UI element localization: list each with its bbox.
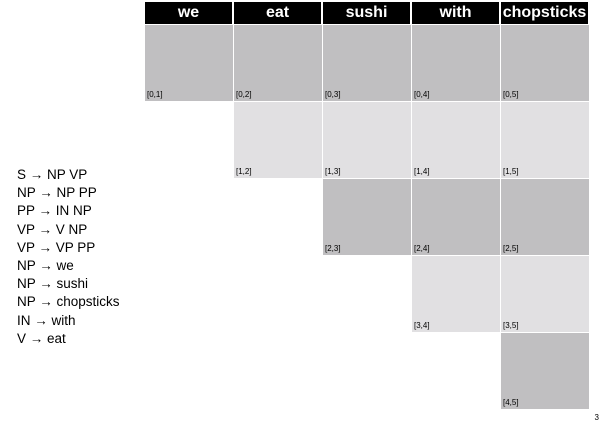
grammar-rule: VP → VP PP <box>17 239 96 255</box>
cell-span-label: [1,3] <box>325 167 341 176</box>
cell-span-label: [0,2] <box>236 90 252 99</box>
grammar-rule: NP → sushi <box>17 276 89 292</box>
grammar-rules: S → NP VP NP → NP PP PP → IN NP VP → V NP VP… <box>17 166 120 348</box>
cell-span-label: [2,5] <box>503 244 519 253</box>
word-header-we: we <box>145 2 232 24</box>
word-header-eat: eat <box>234 2 321 24</box>
grammar-rule: NP → NP PP <box>17 185 97 201</box>
chart-cell: [1,4] <box>412 102 500 178</box>
chart-cell: [1,3] <box>323 102 411 178</box>
chart-cell: [1,2] <box>234 102 322 178</box>
word-header-with: with <box>412 2 499 24</box>
chart-cell: [0,2] <box>234 25 322 101</box>
grammar-rule: VP → V NP <box>17 221 88 237</box>
cell-span-label: [0,3] <box>325 90 341 99</box>
cell-span-label: [3,4] <box>414 321 430 330</box>
word-header-chopsticks: chopsticks <box>501 2 588 24</box>
chart-cell: [0,3] <box>323 25 411 101</box>
grammar-rule: S → NP VP <box>17 167 88 182</box>
chart-cell: [1,5] <box>501 102 589 178</box>
grammar-rule: NP → we <box>17 258 74 274</box>
page-number: 3 <box>594 413 599 422</box>
chart-cell: [3,5] <box>501 256 589 332</box>
cky-chart: [0,1] [0,2] [0,3] [0,4] [0,5] [1,2] [1,3] [1,4]… <box>145 25 590 410</box>
chart-cell: [3,4] <box>412 256 500 332</box>
cell-span-label: [0,5] <box>503 90 519 99</box>
grammar-rule: NP → chopsticks <box>17 294 120 310</box>
chart-cell: [2,3] <box>323 179 411 255</box>
cell-span-label: [2,4] <box>414 244 430 253</box>
cell-span-label: [2,3] <box>325 244 341 253</box>
word-header-sushi: sushi <box>323 2 410 24</box>
cell-span-label: [1,5] <box>503 167 519 176</box>
chart-cell: [4,5] <box>501 333 589 409</box>
chart-cell: [2,5] <box>501 179 589 255</box>
chart-cell: [0,5] <box>501 25 589 101</box>
grammar-rule: V → eat <box>17 330 66 346</box>
cell-span-label: [0,1] <box>147 90 163 99</box>
chart-cell: [0,1] <box>145 25 233 101</box>
chart-cell: [2,4] <box>412 179 500 255</box>
cell-span-label: [1,2] <box>236 167 252 176</box>
cell-span-label: [4,5] <box>503 398 519 407</box>
cell-span-label: [1,4] <box>414 167 430 176</box>
cell-span-label: [0,4] <box>414 90 430 99</box>
cell-span-label: [3,5] <box>503 321 519 330</box>
chart-cell: [0,4] <box>412 25 500 101</box>
grammar-rule: PP → IN NP <box>17 203 92 219</box>
grammar-rule: IN → with <box>17 312 76 328</box>
sentence-header: we eat sushi with chopsticks <box>145 2 590 24</box>
